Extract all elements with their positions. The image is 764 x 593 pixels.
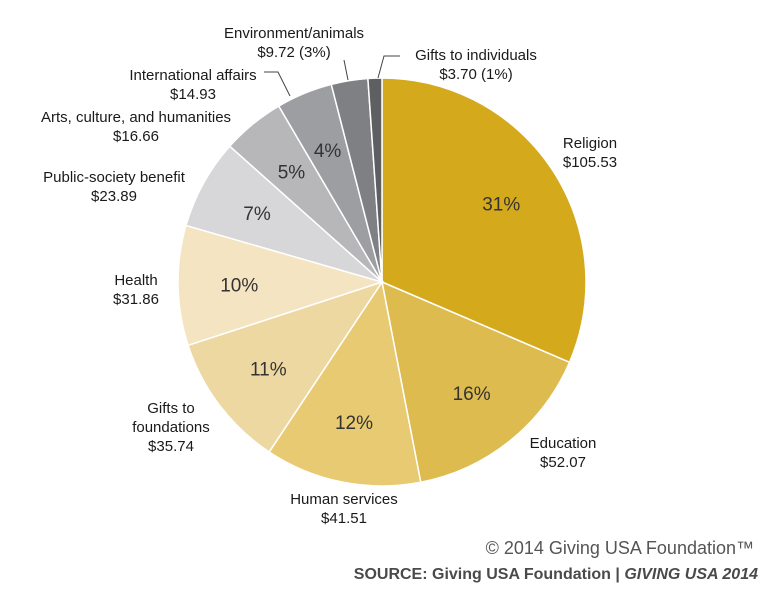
- percent-label: 5%: [278, 163, 306, 184]
- category-label: Gifts to foundations $35.74: [132, 400, 210, 455]
- category-label: Gifts to individuals $3.70 (1%): [415, 47, 537, 83]
- pie-slice-gifts-to-foundations: [187, 280, 384, 453]
- pie-slice-health: [177, 224, 385, 347]
- percent-labels: 31% 16% 12% 11% 10% 7% 5% 4%: [220, 141, 520, 434]
- leader-line: [377, 55, 400, 79]
- copyright-notice: © 2014 Giving USA Foundation™: [485, 538, 754, 558]
- percent-label: 16%: [453, 384, 491, 405]
- leader-line: [343, 59, 349, 81]
- category-label: Public-society benefit $23.89: [43, 169, 186, 205]
- percent-label: 12%: [335, 413, 373, 434]
- category-label: International affairs $14.93: [129, 67, 256, 103]
- percent-label: 31%: [482, 194, 520, 215]
- category-label: Environment/animals $9.72 (3%): [224, 25, 364, 61]
- category-label: Health $31.86: [113, 272, 159, 308]
- pie-slices: [177, 77, 587, 487]
- source-prefix: SOURCE: Giving USA Foundation |: [353, 566, 625, 583]
- category-label: Arts, culture, and humanities $16.66: [41, 109, 231, 145]
- source-line: SOURCE: Giving USA Foundation | GIVING U…: [354, 566, 758, 584]
- percent-label: 4%: [314, 141, 342, 162]
- pie-slice-religion: [381, 77, 587, 364]
- category-label: Education $52.07: [530, 435, 597, 471]
- leader-line: [264, 71, 291, 97]
- pie-slice-human-services: [268, 280, 422, 487]
- pie-slice-gifts-to-individuals: [367, 77, 383, 283]
- percent-label: 11%: [250, 359, 287, 380]
- category-label: Religion $105.53: [563, 135, 617, 171]
- category-label: Human services $41.51: [290, 491, 398, 527]
- source-publication: GIVING USA 2014: [624, 566, 758, 583]
- category-labels: Religion $105.53 Education $52.07 Human serv…: [41, 25, 617, 527]
- leader-lines: [264, 55, 400, 97]
- percent-label: 10%: [220, 275, 258, 296]
- pie-slice-education: [380, 280, 571, 484]
- percent-label: 7%: [243, 204, 271, 225]
